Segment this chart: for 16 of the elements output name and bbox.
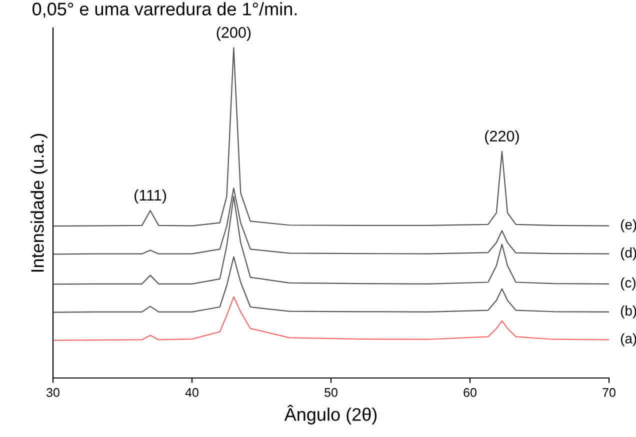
y-axis-title: Intensidade (u.a.) (30, 134, 48, 272)
annotation: (220) (485, 130, 519, 145)
x-tick-label: 60 (464, 388, 476, 397)
series-label: (e) (620, 219, 636, 232)
x-axis-title: Ângulo (2θ) (284, 404, 377, 424)
series-label: (c) (620, 277, 636, 290)
series-label: (a) (620, 333, 636, 346)
x-tick-label: 30 (46, 388, 60, 397)
x-tick-label: 40 (185, 388, 198, 397)
text: 0,05° e uma varredura de 1°/min. (32, 2, 297, 18)
x-tick-label: 70 (602, 388, 616, 397)
series-label: (d) (620, 247, 636, 260)
x-tick-label: 50 (324, 388, 338, 397)
series-label: (b) (620, 305, 636, 318)
annotation: (200) (216, 26, 251, 41)
annotation: (111) (134, 189, 166, 204)
